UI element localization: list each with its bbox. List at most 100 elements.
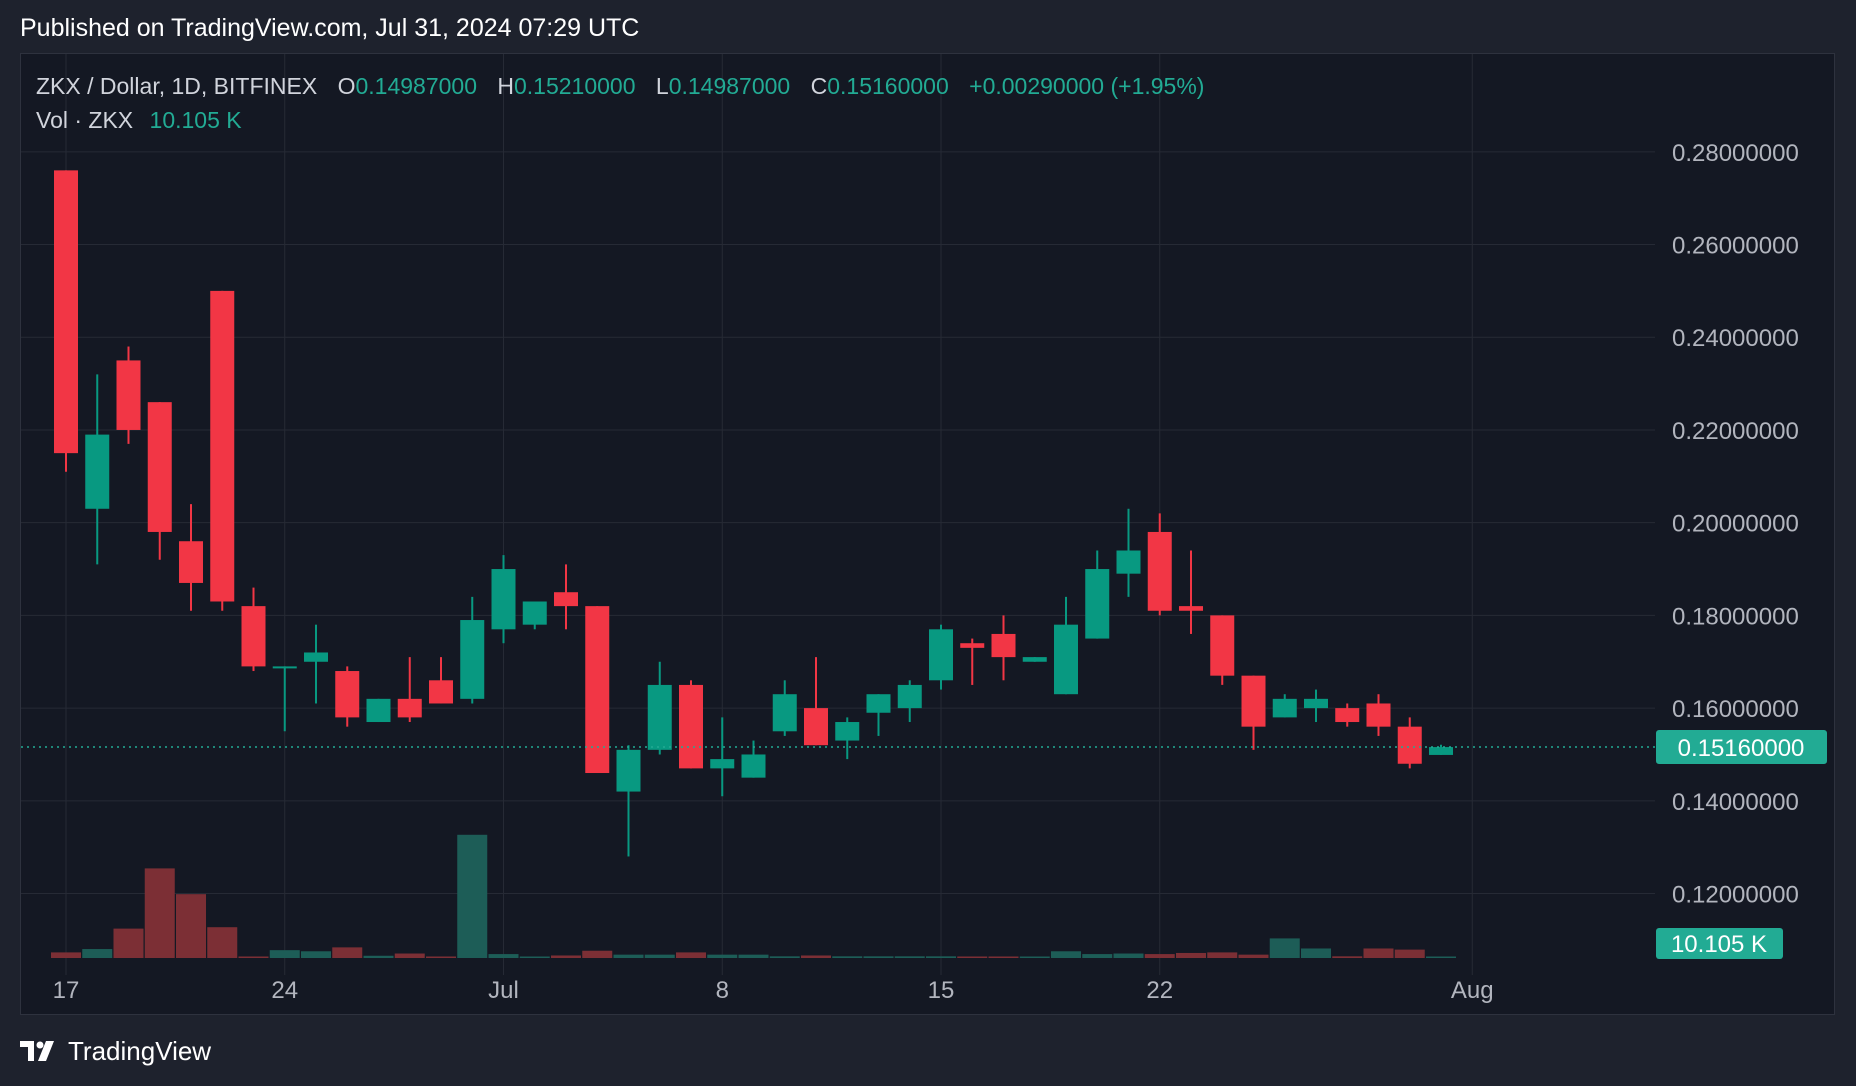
y-axis-tick-label: 0.18000000 — [1672, 603, 1799, 630]
x-axis-tick-label: 24 — [271, 977, 298, 1004]
volume-bar — [519, 956, 550, 958]
candle — [1397, 717, 1422, 769]
candle-body — [1397, 726, 1422, 764]
volume-bar — [363, 955, 394, 958]
candle — [710, 717, 735, 797]
x-axis-tick-label: 22 — [1146, 977, 1173, 1004]
candle — [647, 661, 672, 755]
candle — [491, 555, 516, 644]
volume-tag: 10.105 K — [1656, 928, 1783, 959]
volume-bar — [1176, 952, 1206, 958]
candle — [897, 680, 922, 723]
candle — [866, 694, 891, 736]
candle-body — [1335, 708, 1360, 723]
candle — [991, 615, 1016, 681]
candle — [1179, 550, 1203, 634]
candle-body — [85, 434, 110, 509]
last-price-tag-bg — [1656, 730, 1827, 765]
tradingview-logo-icon — [20, 1040, 54, 1061]
volume-bar — [676, 952, 706, 958]
candle-body — [835, 722, 860, 741]
candle-body — [179, 541, 203, 583]
y-axis-tick-label: 0.22000000 — [1672, 418, 1799, 445]
candle-body — [147, 402, 172, 532]
candle — [1085, 550, 1110, 639]
volume-bar — [207, 927, 238, 958]
candle — [1210, 615, 1235, 685]
volume-bar — [144, 868, 175, 958]
candle-body — [554, 592, 578, 607]
volume-bar — [738, 954, 769, 958]
volume-bar — [1082, 954, 1113, 958]
candle — [304, 624, 328, 704]
ohlc-legend: ZKX / Dollar, 1D, BITFINEX O0.14987000 H… — [36, 73, 1204, 100]
candle — [1304, 689, 1328, 723]
y-axis-tick-label: 0.16000000 — [1672, 696, 1799, 723]
volume-bar — [926, 956, 956, 958]
high-label: H — [497, 73, 514, 99]
candle-body — [491, 569, 516, 630]
volume-bar — [894, 956, 925, 958]
tradingview-logo[interactable]: TradingView — [20, 1036, 211, 1067]
chart-panel[interactable] — [20, 53, 1835, 1015]
x-axis-tick-label: Jul — [488, 977, 519, 1004]
candle-body — [866, 694, 891, 713]
candle-body — [1054, 624, 1078, 695]
candles — [54, 170, 1453, 857]
candle-body — [1085, 569, 1110, 639]
open-label: O — [337, 73, 356, 99]
candle-body — [210, 290, 235, 602]
volume-bar — [82, 949, 113, 958]
price-tags: 0.15160000 10.105 K — [21, 730, 1827, 959]
volume-bar — [957, 956, 988, 958]
close-label: C — [810, 73, 828, 99]
x-axis-tick-label: Aug — [1451, 977, 1494, 1004]
volume-bar — [644, 954, 675, 958]
volume-bar — [426, 956, 456, 958]
volume-value: 10.105 K — [149, 107, 242, 133]
volume-bar — [1144, 954, 1175, 958]
candle — [522, 601, 547, 630]
x-axis-tick-label: 17 — [53, 977, 80, 1004]
volume-bar — [1269, 938, 1300, 958]
volume-bar — [238, 956, 269, 958]
high-value: 0.15210000 — [514, 73, 636, 99]
candle — [1429, 744, 1453, 755]
candle — [241, 587, 266, 672]
volume-legend: Vol · ZKX 10.105 K — [36, 107, 242, 134]
candle-body — [585, 606, 610, 774]
candle-body — [1022, 657, 1047, 662]
candle-body — [1429, 747, 1453, 755]
published-caption: Published on TradingView.com, Jul 31, 20… — [20, 14, 640, 42]
volume-bar — [707, 954, 738, 958]
candle — [741, 740, 766, 778]
axes: 0.28000000 0.26000000 0.24000000 0.22000000… — [53, 140, 1799, 1004]
tradingview-brand-text: TradingView — [68, 1036, 212, 1066]
volume-bar — [988, 956, 1019, 958]
candle — [85, 374, 110, 565]
y-axis-tick-label: 0.28000000 — [1672, 140, 1799, 167]
open-value: 0.14987000 — [355, 73, 477, 99]
candle — [835, 717, 860, 760]
candle-body — [116, 360, 141, 430]
y-axis-tick-label: 0.24000000 — [1672, 325, 1799, 352]
y-axis-tick-label: 0.26000000 — [1672, 233, 1799, 260]
candle — [335, 666, 360, 727]
candle-body — [1304, 698, 1328, 709]
volume-bar — [613, 954, 644, 958]
volume-bar — [1363, 948, 1394, 958]
volume-bar — [394, 953, 425, 958]
candle — [179, 504, 203, 611]
candle — [1241, 675, 1266, 750]
candle-body — [772, 694, 797, 732]
candle-body — [1179, 606, 1203, 611]
candle — [679, 680, 703, 769]
candle — [397, 657, 422, 723]
volume-bar — [1332, 956, 1363, 958]
candle — [116, 346, 141, 444]
candle-body — [335, 671, 360, 718]
candle-body — [366, 698, 391, 723]
y-axis-tick-label: 0.20000000 — [1672, 511, 1799, 538]
volume-bar — [269, 950, 300, 958]
